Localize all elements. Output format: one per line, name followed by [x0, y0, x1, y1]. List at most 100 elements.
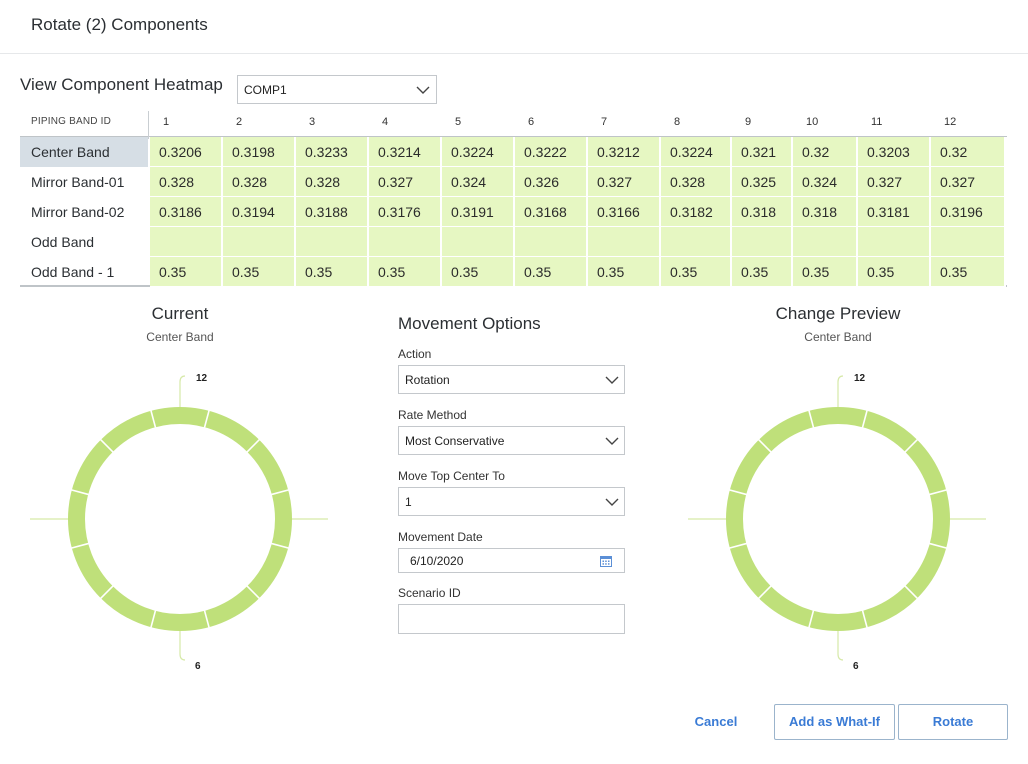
action-select[interactable]: Rotation [398, 365, 625, 394]
move-top-center-label: Move Top Center To [398, 469, 505, 483]
heatmap-cell: 0.318 [732, 197, 793, 227]
segment-divider [149, 409, 157, 429]
heatmap-cell: 0.3214 [369, 137, 442, 167]
heatmap-cell: 0.324 [793, 167, 858, 197]
heatmap-cell: 0.3194 [223, 197, 296, 227]
segment-divider [70, 542, 90, 550]
heatmap-row[interactable]: Center Band 0.3206 0.3198 0.3233 0.3214 0.322… [20, 137, 1007, 167]
heatmap-cell: 0.328 [150, 167, 223, 197]
heatmap-cell: 0.326 [515, 167, 588, 197]
rate-method-select[interactable]: Most Conservative [398, 426, 625, 455]
movement-date-value: 6/10/2020 [410, 553, 464, 568]
segment-divider [203, 409, 211, 429]
heatmap-row[interactable]: Mirror Band-02 0.3186 0.3194 0.3188 0.3176 0.… [20, 197, 1007, 227]
bottom-position-marker: 6 [195, 661, 201, 672]
move-top-center-value: 1 [405, 494, 412, 509]
heatmap-cell [369, 227, 442, 257]
top-marker-leader [179, 375, 186, 407]
segment-divider [757, 584, 773, 600]
band-ring [726, 407, 950, 631]
column-header: 9 [745, 116, 752, 128]
top-marker-leader [837, 375, 844, 407]
current-band-ring: 12 6 [30, 373, 328, 672]
row-label: Mirror Band-01 [31, 174, 125, 190]
calendar-icon[interactable] [600, 555, 612, 567]
add-as-what-if-button[interactable]: Add as What-If [774, 704, 895, 740]
segment-divider [203, 609, 211, 629]
segment-divider [807, 609, 815, 629]
rate-method-label: Rate Method [398, 408, 467, 422]
column-header: 4 [382, 116, 389, 128]
preview-title: Change Preview [775, 304, 901, 323]
heatmap-cell: 0.3181 [858, 197, 931, 227]
heatmap-row[interactable]: Odd Band [20, 227, 1007, 257]
heatmap-cell [150, 227, 223, 257]
heatmap-cell: 0.35 [296, 257, 369, 287]
bottom-position-marker: 6 [853, 661, 859, 672]
chevron-down-icon [605, 376, 619, 384]
heatmap-cell: 0.3191 [442, 197, 515, 227]
heatmap-cell: 0.321 [732, 137, 793, 167]
chevron-down-icon [605, 498, 619, 506]
chevron-down-icon [416, 86, 430, 94]
heatmap-cell: 0.3206 [150, 137, 223, 167]
segment-divider [245, 584, 261, 600]
movement-date-input[interactable]: 6/10/2020 [398, 548, 625, 573]
dialog-header: Rotate (2) Components [0, 0, 1028, 54]
row-label: Odd Band - 1 [31, 264, 115, 280]
segment-divider [757, 438, 773, 454]
row-label: Mirror Band-02 [31, 204, 125, 220]
row-label: Odd Band [31, 234, 95, 250]
component-select[interactable]: COMP1 [237, 75, 437, 104]
segment-divider [99, 584, 115, 600]
heatmap-cell: 0.35 [793, 257, 858, 287]
segment-divider [245, 438, 261, 454]
action-label: Action [398, 347, 432, 361]
heatmap-cell [515, 227, 588, 257]
heatmap-cell: 0.327 [588, 167, 661, 197]
heatmap-table: PIPING BAND ID 1 2 3 4 5 6 7 8 9 10 11 12 Center Ba… [20, 107, 1007, 287]
column-header: 1 [163, 116, 170, 128]
bottom-marker-leader [179, 631, 186, 661]
heatmap-cell: 0.327 [931, 167, 1006, 197]
heatmap-cell: 0.3168 [515, 197, 588, 227]
segment-divider [861, 409, 869, 429]
heatmap-row[interactable]: Odd Band - 1 0.35 0.35 0.35 0.35 0.35 0.35 0.35… [20, 257, 1007, 287]
action-value: Rotation [405, 372, 450, 387]
rotate-button[interactable]: Rotate [898, 704, 1008, 740]
heatmap-cell: 0.318 [793, 197, 858, 227]
segment-divider [903, 438, 919, 454]
segment-divider [728, 542, 748, 550]
scenario-id-label: Scenario ID [398, 586, 461, 600]
heatmap-cell: 0.3224 [442, 137, 515, 167]
current-subtitle: Center Band [146, 330, 214, 344]
cancel-button[interactable]: Cancel [694, 714, 738, 729]
heatmap-cell: 0.3166 [588, 197, 661, 227]
current-title: Current [151, 304, 209, 323]
segment-divider [807, 409, 815, 429]
heatmap-cell [732, 227, 793, 257]
heatmap-cell: 0.35 [223, 257, 296, 287]
heatmap-cell: 0.328 [296, 167, 369, 197]
heatmap-cell: 0.3233 [296, 137, 369, 167]
band-ring [68, 407, 292, 631]
heatmap-cell: 0.35 [732, 257, 793, 287]
preview-subtitle: Center Band [804, 330, 872, 344]
scenario-id-input[interactable] [398, 604, 625, 634]
column-header: 11 [871, 116, 883, 128]
heatmap-cell [931, 227, 1006, 257]
segment-divider [70, 488, 90, 496]
movement-options-title: Movement Options [398, 314, 541, 333]
heatmap-cell [661, 227, 732, 257]
column-header: 7 [601, 116, 608, 128]
segment-divider [903, 584, 919, 600]
segment-divider [728, 488, 748, 496]
segment-divider [928, 542, 948, 550]
heatmap-cell [793, 227, 858, 257]
heatmap-cell [442, 227, 515, 257]
heatmap-cell: 0.35 [661, 257, 732, 287]
heatmap-cell: 0.324 [442, 167, 515, 197]
move-top-center-select[interactable]: 1 [398, 487, 625, 516]
heatmap-cell: 0.328 [661, 167, 732, 197]
heatmap-row[interactable]: Mirror Band-01 0.328 0.328 0.328 0.327 0.324 0… [20, 167, 1007, 197]
